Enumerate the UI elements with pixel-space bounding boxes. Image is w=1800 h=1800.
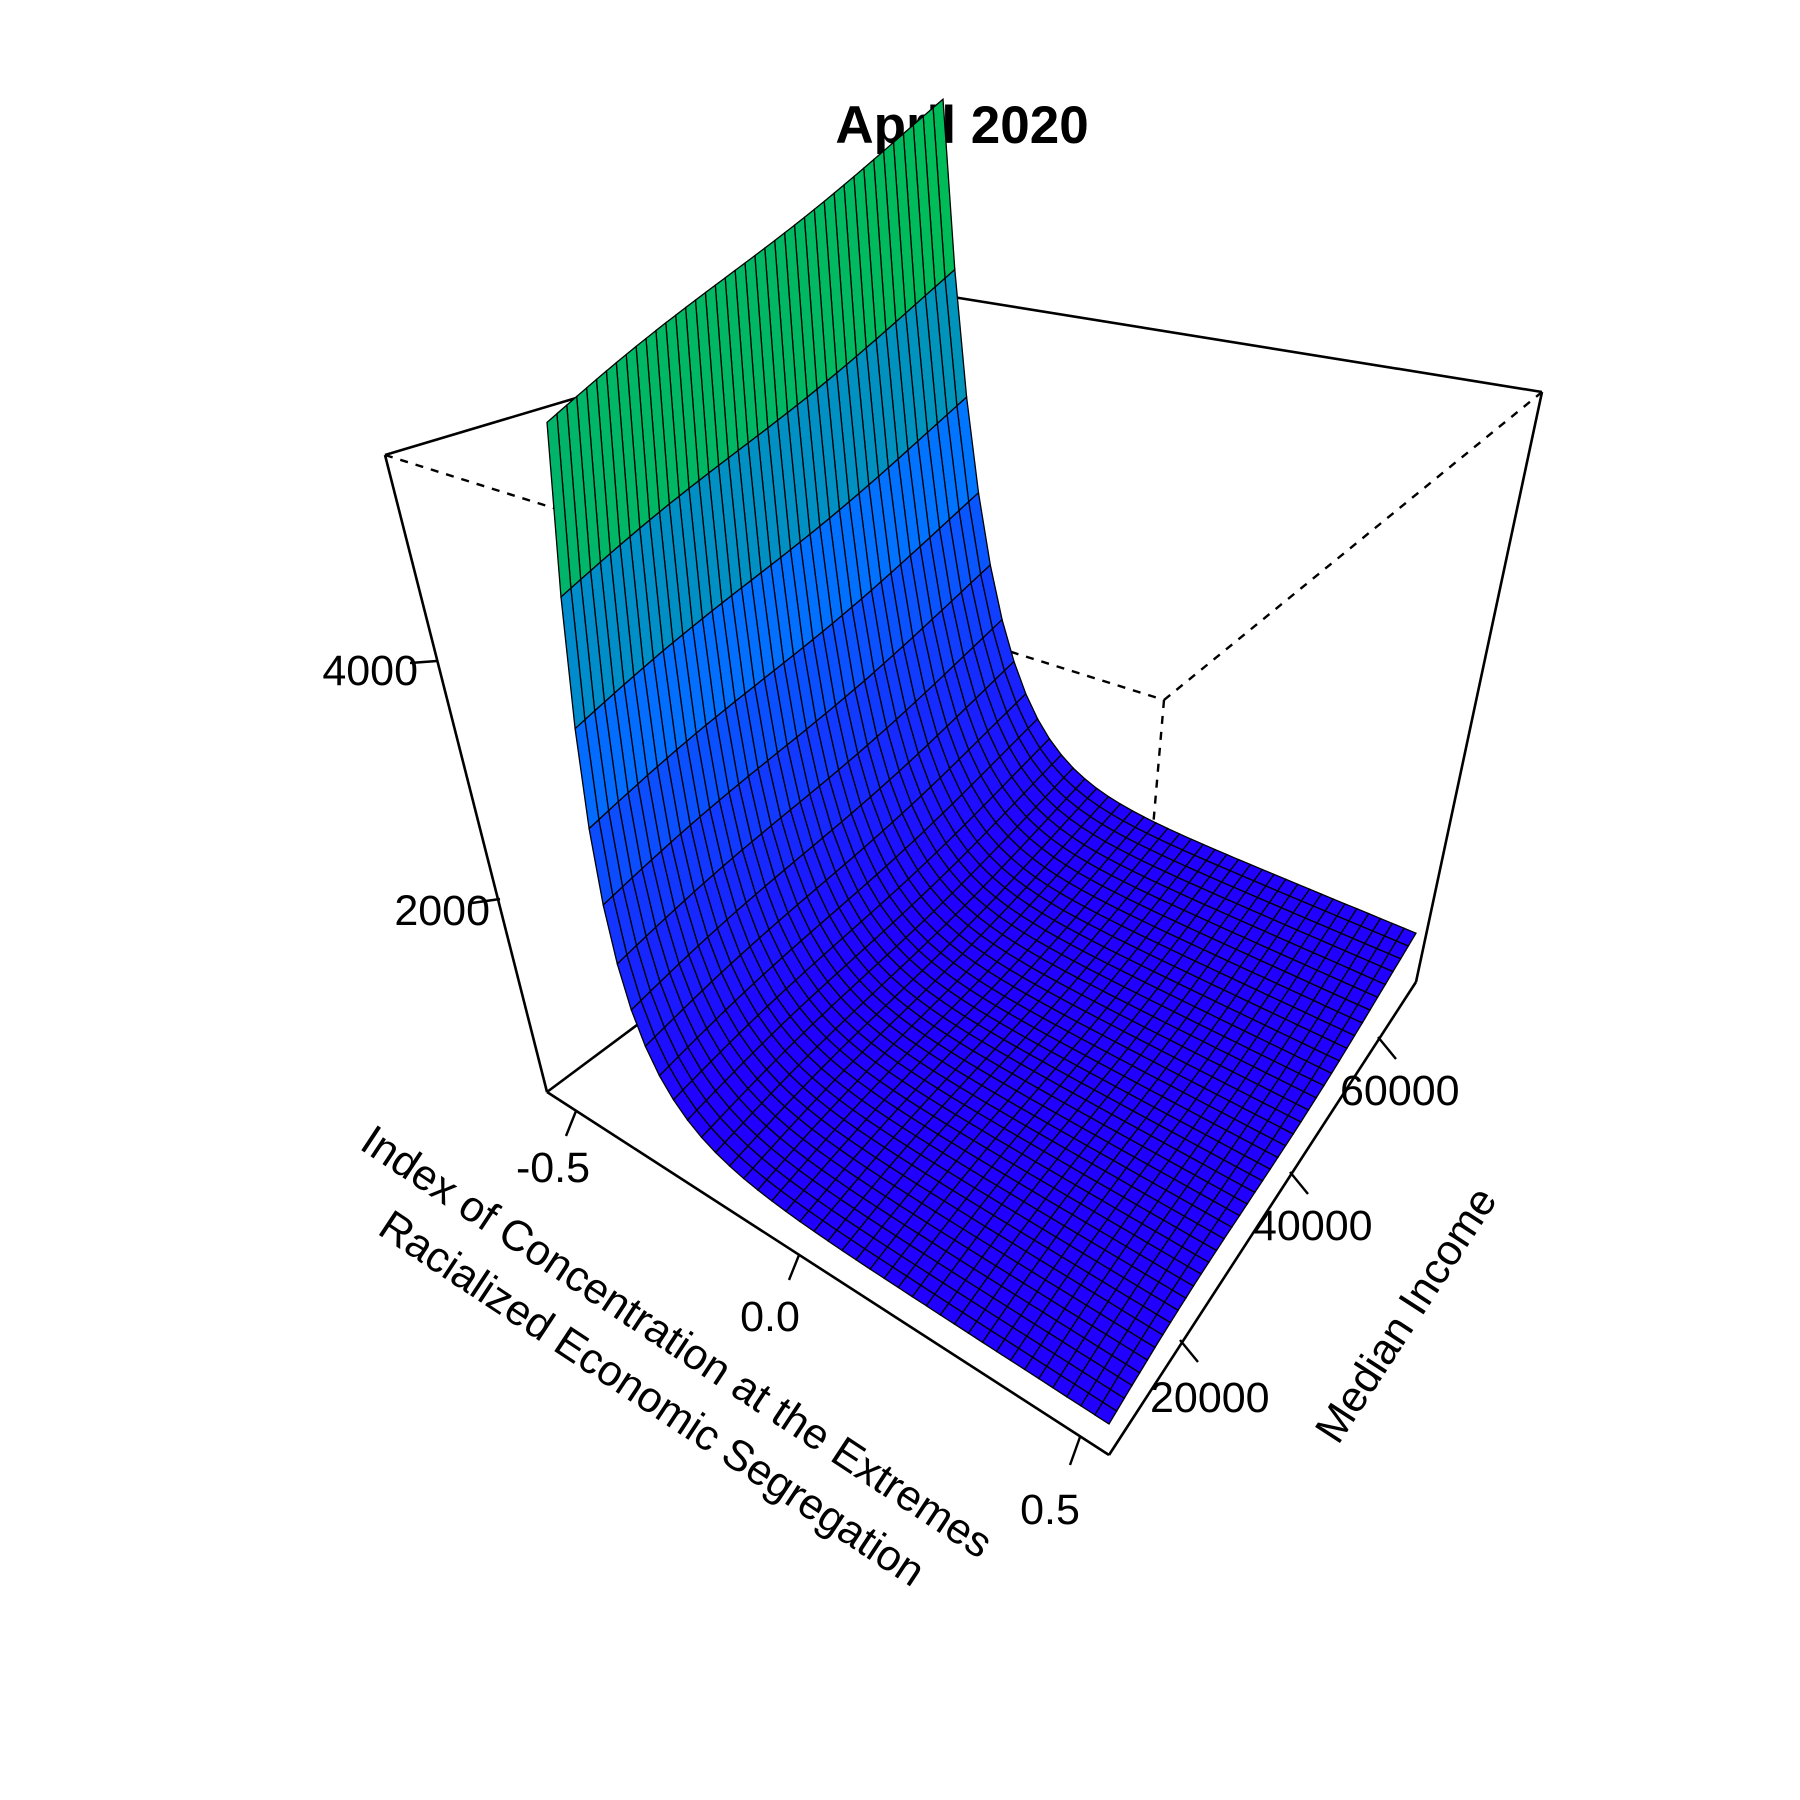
y-tick-mark	[1179, 1339, 1199, 1363]
box-edge-left-vertical	[383, 454, 549, 1093]
chart-title: April 2020	[835, 96, 1088, 155]
box-edge-back-right	[1163, 391, 1543, 701]
x-axis: -0.5 0.0 0.5	[516, 1110, 1082, 1534]
box-edge-front-left	[546, 1090, 1110, 1457]
y-tick-mark	[1377, 1036, 1397, 1060]
y-tick-label: 20000	[1150, 1374, 1270, 1422]
z-tick-label: 4000	[322, 647, 418, 695]
surface-facet	[1094, 1401, 1118, 1425]
x-tick-mark	[787, 1254, 801, 1281]
x-tick-label: -0.5	[516, 1144, 590, 1192]
z-tick-label: 2000	[394, 887, 490, 935]
x-tick-label: 0.5	[1020, 1486, 1080, 1534]
y-tick-label: 60000	[1340, 1067, 1460, 1115]
y-tick-mark	[1289, 1171, 1309, 1195]
z-axis: 4000 2000	[322, 647, 501, 935]
z-tick-mark	[409, 659, 438, 665]
box-front-edges	[546, 981, 1418, 1457]
x-axis-label-line2: Racialized Economic Segregation	[370, 1201, 933, 1596]
z-tick-mark	[471, 897, 501, 905]
y-axis: 20000 40000 60000	[1150, 1036, 1460, 1422]
surface-mesh	[546, 97, 1417, 1425]
box-hidden-edges	[384, 391, 1543, 1269]
y-tick-label: 40000	[1253, 1202, 1373, 1250]
x-tick-mark	[564, 1110, 578, 1137]
box-edge-top-right	[927, 291, 1543, 394]
box-edge-right-vertical	[1414, 391, 1544, 983]
x-tick-mark	[1068, 1436, 1082, 1466]
box-edge-front-right	[1107, 981, 1418, 1456]
x-tick-label: 0.0	[740, 1293, 800, 1341]
